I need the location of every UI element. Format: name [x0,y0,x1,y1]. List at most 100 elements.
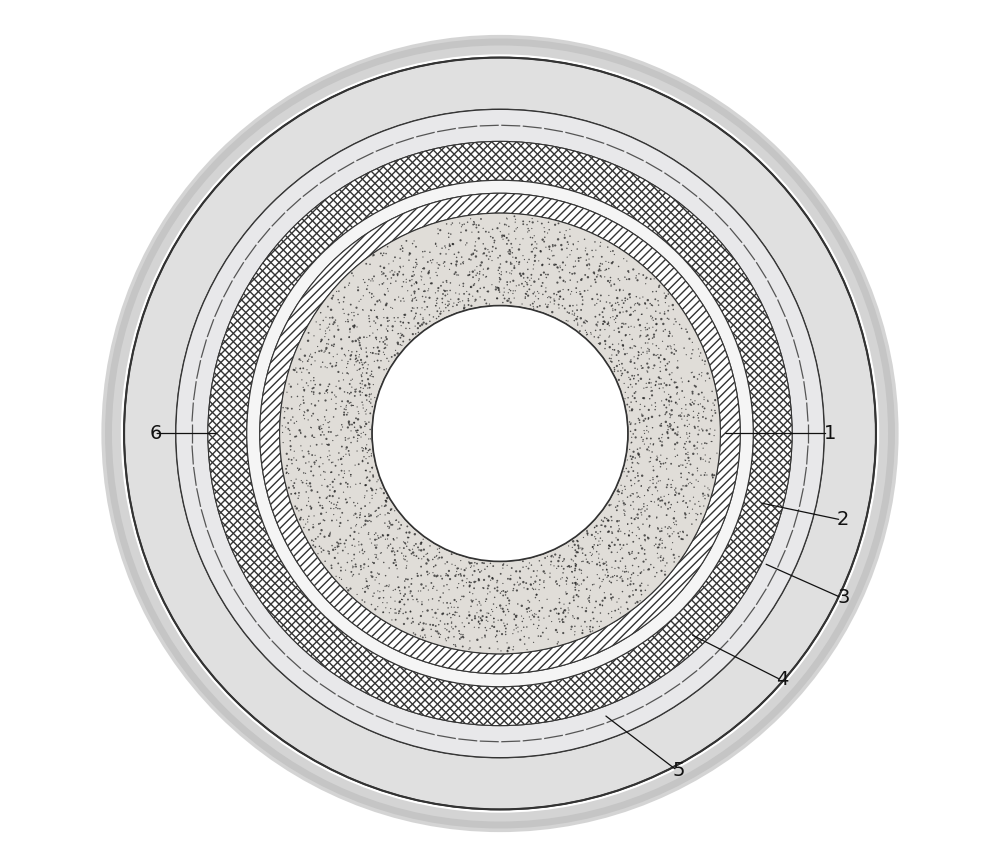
Point [323,466,339,479]
Point [379,332,395,346]
Point [604,355,620,368]
Point [527,590,543,604]
Point [584,244,600,257]
Point [683,351,699,365]
Point [659,462,675,476]
Point [491,275,507,289]
Point [317,324,333,338]
Point [441,624,457,638]
Point [340,480,356,494]
Point [648,349,664,362]
Point [388,613,404,627]
Point [627,340,643,354]
Point [344,372,360,386]
Point [512,267,528,281]
Point [420,255,436,269]
Point [601,542,617,556]
Point [499,212,515,225]
Point [286,416,302,430]
Point [342,387,358,401]
Point [475,262,491,276]
Point [471,595,487,609]
Point [625,427,641,441]
Point [390,347,406,361]
Point [364,488,380,502]
Point [336,290,352,304]
Point [471,274,487,288]
Point [469,284,485,298]
Point [622,442,638,456]
Point [565,577,581,590]
Point [427,569,443,583]
Point [617,329,633,342]
Point [485,559,501,573]
Point [303,357,319,371]
Point [407,310,423,323]
Point [467,564,483,578]
Point [544,249,560,263]
Point [530,629,546,643]
Text: 4: 4 [777,670,789,689]
Point [632,397,648,411]
Point [627,423,643,437]
Point [579,247,595,261]
Point [602,574,618,588]
Point [577,316,593,330]
Point [673,371,689,385]
Point [577,284,593,298]
Point [371,577,387,590]
Point [291,462,307,476]
Point [685,404,701,418]
Point [453,225,469,239]
Point [390,544,406,558]
Point [407,261,423,275]
Point [566,589,582,603]
Point [358,388,374,402]
Point [663,521,679,535]
Point [329,284,345,298]
Point [344,306,360,320]
Point [308,532,324,546]
Point [668,375,684,389]
Point [354,538,370,551]
Point [344,313,360,327]
Point [695,410,711,424]
Point [623,353,639,367]
Point [340,420,356,434]
Point [500,644,516,658]
Point [372,590,388,604]
Point [661,388,677,401]
Point [361,309,377,323]
Point [318,403,334,417]
Point [527,607,543,621]
Point [668,396,684,410]
Point [396,589,412,603]
Point [373,530,389,544]
Point [666,317,682,331]
Point [423,623,439,636]
Point [492,272,508,286]
Point [496,281,512,295]
Point [654,524,670,538]
Point [663,409,679,423]
Point [593,257,609,271]
Point [611,325,627,339]
Point [487,234,503,248]
Point [424,256,440,270]
Point [310,340,326,354]
Point [339,407,355,421]
Point [544,305,560,319]
Point [345,319,361,333]
Point [661,495,677,509]
Point [588,244,604,257]
Point [661,394,677,407]
Point [667,518,683,531]
Point [564,540,580,554]
Point [349,444,365,458]
Point [622,590,638,603]
Point [312,420,328,434]
Point [603,570,619,584]
Point [507,284,523,297]
Point [660,423,676,437]
Point [624,568,640,582]
